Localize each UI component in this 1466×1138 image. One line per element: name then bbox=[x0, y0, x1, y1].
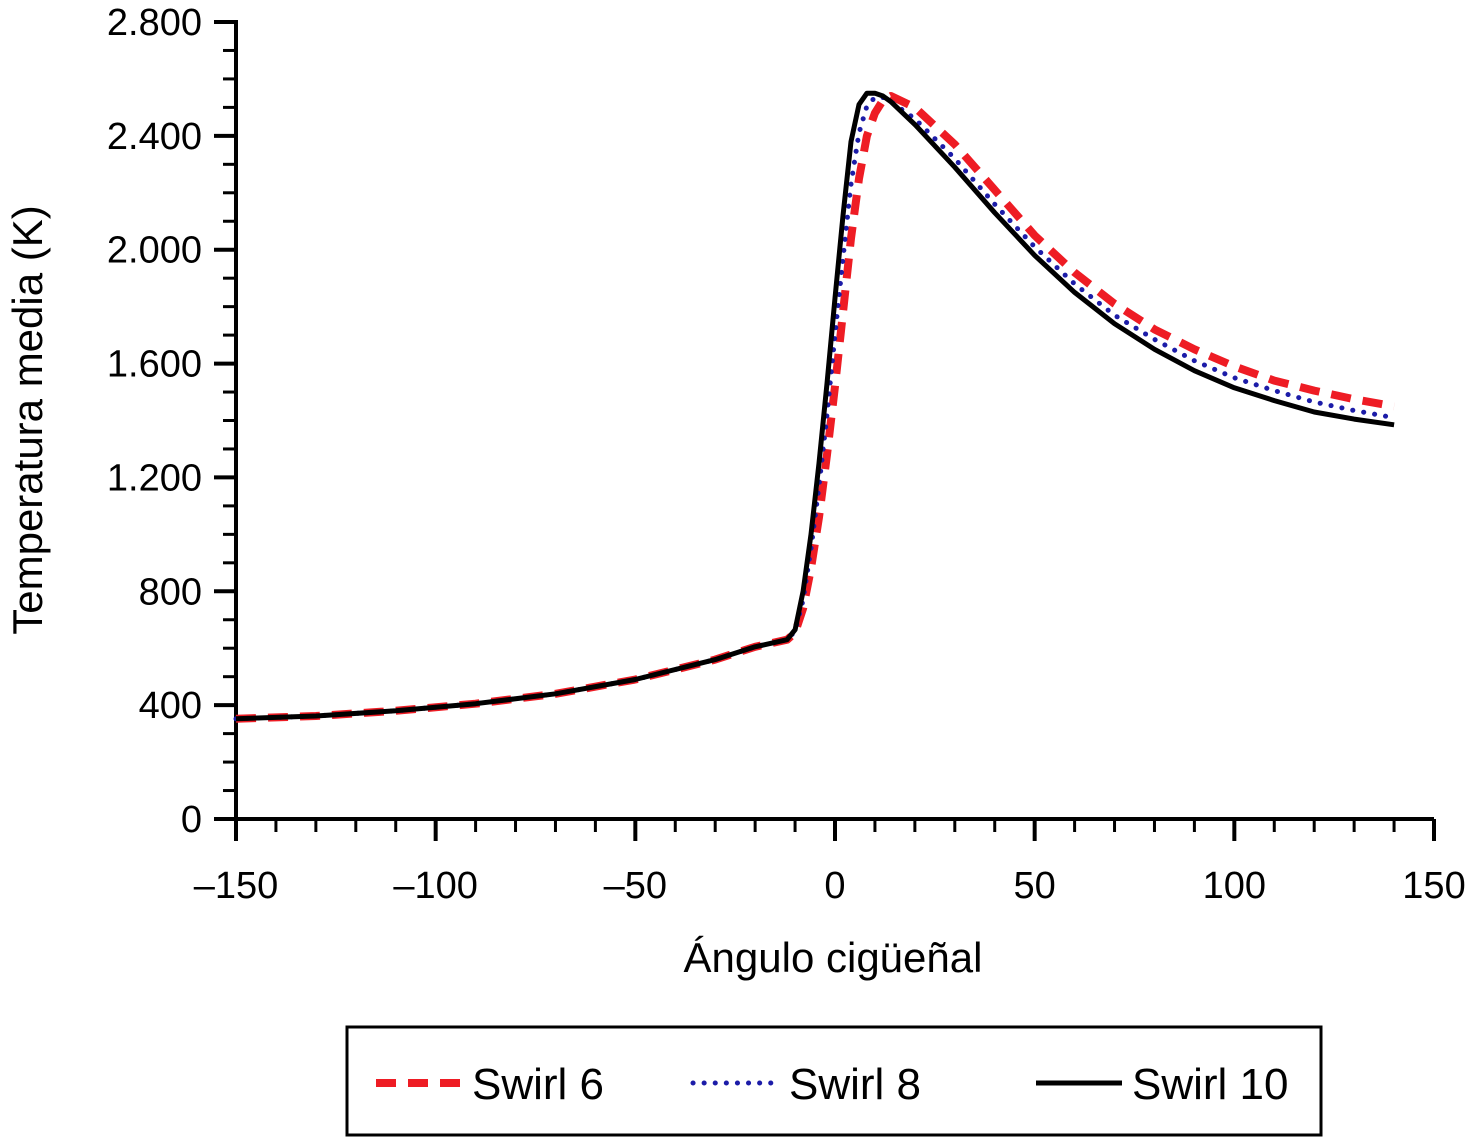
x-tick-label: –50 bbox=[604, 865, 667, 907]
y-tick-label: 1.600 bbox=[107, 344, 202, 386]
x-axis-ticks: –150 –100 –50 0 50 100 150 bbox=[194, 819, 1466, 907]
y-axis-title: Temperatura media (K) bbox=[4, 205, 51, 635]
series-line-swirl-8 bbox=[233, 94, 1397, 722]
y-tick-label: 1.200 bbox=[107, 457, 202, 499]
legend-label: Swirl 8 bbox=[789, 1060, 921, 1109]
y-tick-label: 2.800 bbox=[107, 2, 202, 44]
legend-box bbox=[345, 1025, 1323, 1137]
y-axis-ticks: 0 400 800 1.200 1.600 2.000 2.400 2.800 bbox=[107, 2, 236, 841]
legend-items: Swirl 6 Swirl 8 Swirl 10 bbox=[376, 1060, 1289, 1109]
x-tick-label: –150 bbox=[194, 865, 279, 907]
series-line-swirl-6 bbox=[235, 92, 1395, 723]
legend: Swirl 6 Swirl 8 Swirl 10 bbox=[345, 1025, 1323, 1137]
legend-label: Swirl 6 bbox=[472, 1060, 604, 1109]
y-tick-label: 400 bbox=[139, 685, 202, 727]
x-tick-label: 0 bbox=[824, 865, 845, 907]
x-tick-label: 100 bbox=[1203, 865, 1266, 907]
y-tick-label: 2.000 bbox=[107, 230, 202, 272]
y-tick-label: 2.400 bbox=[107, 116, 202, 158]
x-tick-label: 50 bbox=[1014, 865, 1056, 907]
x-tick-label: 150 bbox=[1402, 865, 1465, 907]
y-tick-label: 0 bbox=[181, 799, 202, 841]
x-axis-title: Ángulo cigüeñal bbox=[684, 934, 983, 981]
x-tick-label: –100 bbox=[393, 865, 478, 907]
series-layer bbox=[233, 90, 1397, 723]
y-tick-label: 800 bbox=[139, 571, 202, 613]
legend-label: Swirl 10 bbox=[1132, 1060, 1289, 1109]
series-line-swirl-10 bbox=[235, 90, 1395, 722]
